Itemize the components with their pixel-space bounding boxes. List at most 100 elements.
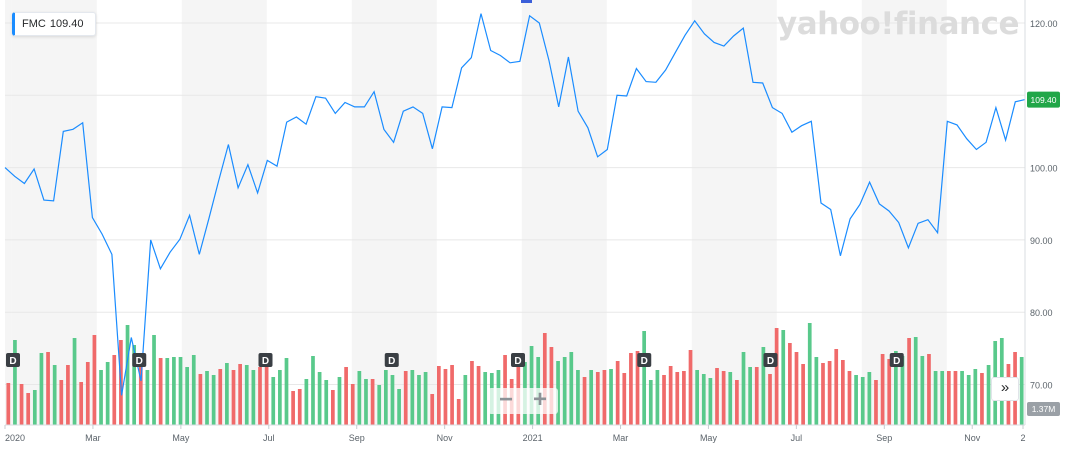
- dividend-marker: [889, 353, 904, 367]
- y-tick-label: 80.00: [1030, 308, 1053, 318]
- volume-bar: [251, 370, 256, 425]
- volume-bar: [754, 367, 759, 425]
- dividend-label: D: [514, 356, 521, 367]
- volume-bar: [986, 365, 991, 425]
- volume-bar: [582, 377, 587, 425]
- x-tick-label: May: [172, 433, 190, 443]
- volume-bar: [364, 379, 368, 425]
- volume-bar: [205, 371, 209, 425]
- expand-range-button[interactable]: »: [991, 377, 1019, 401]
- volume-bar: [708, 378, 713, 425]
- volume-bar: [99, 370, 103, 425]
- volume-bar: [191, 355, 196, 425]
- volume-bar: [26, 393, 31, 425]
- dividend-marker: [637, 353, 652, 367]
- volume-bar: [383, 370, 388, 425]
- volume-bar: [807, 323, 812, 425]
- volume-bar: [721, 371, 726, 425]
- volume-bar: [311, 356, 315, 425]
- volume-bar: [973, 369, 978, 425]
- volume-bar: [576, 370, 580, 425]
- volume-bar: [456, 399, 461, 425]
- last-volume-label: 1.37M: [1032, 404, 1056, 414]
- volume-bar: [741, 352, 746, 425]
- volume-bar: [231, 370, 236, 425]
- dividend-label: D: [262, 356, 269, 367]
- volume-bar: [350, 384, 355, 425]
- volume-bar: [46, 352, 50, 425]
- last-volume-badge: [1027, 402, 1060, 416]
- volume-bar: [410, 370, 415, 425]
- volume-bar: [900, 356, 905, 425]
- volume-bar: [860, 377, 865, 425]
- ticker-symbol: FMC: [22, 18, 46, 30]
- volume-bar: [85, 362, 90, 425]
- volume-bar: [529, 346, 534, 425]
- volume-bar: [668, 366, 673, 425]
- volume-bar: [66, 365, 70, 425]
- dividend-label: D: [136, 356, 143, 367]
- x-tick-label: May: [700, 433, 718, 443]
- volume-bar: [854, 375, 858, 425]
- volume-bar: [52, 365, 57, 425]
- last-price-label: 109.40: [1031, 95, 1057, 105]
- volume-bar: [264, 365, 269, 425]
- volume-bar: [258, 367, 262, 425]
- volume-bar: [331, 390, 335, 425]
- volume-bar: [893, 351, 898, 425]
- volume-bar: [417, 375, 421, 425]
- price-line-group: [4, 13, 1026, 396]
- ticker-badge[interactable]: FMC 109.40: [12, 12, 97, 36]
- month-band: [5, 0, 12, 425]
- volume-bar: [238, 364, 242, 425]
- x-tick-label: 2: [1020, 433, 1025, 443]
- volume-bar: [244, 365, 249, 425]
- volume-bar: [874, 380, 878, 425]
- volume-bar: [145, 370, 150, 425]
- volume-bar: [695, 370, 699, 425]
- volume-bar: [887, 359, 892, 425]
- volume-bar: [794, 352, 799, 425]
- volume-bar: [635, 351, 640, 425]
- volume-bar: [662, 375, 666, 425]
- volume-bar: [569, 352, 574, 425]
- volume-bar: [655, 370, 660, 425]
- volume-bar: [79, 382, 84, 425]
- dividend-label: D: [641, 356, 648, 367]
- volume-bar: [602, 370, 607, 425]
- volume-bar: [940, 371, 945, 425]
- volume-bar: [278, 370, 282, 425]
- volume-bar: [735, 380, 739, 425]
- volume-bar: [390, 375, 395, 425]
- volume-bar: [960, 371, 964, 425]
- zoom-in-button[interactable]: +: [532, 386, 547, 413]
- dividend-marker: [258, 353, 273, 367]
- volume-bar: [867, 372, 872, 425]
- volume-bar: [609, 369, 613, 425]
- volume-bar: [443, 369, 448, 425]
- volume-bar: [72, 338, 77, 425]
- alternating-month-bands: [5, 0, 947, 425]
- volume-bar: [913, 337, 918, 425]
- volume-bar: [19, 384, 24, 425]
- dividend-marker: [763, 353, 778, 367]
- volume-bar: [648, 380, 653, 425]
- volume-bar: [774, 328, 779, 425]
- volume-bar: [59, 380, 64, 425]
- volume-bar: [178, 357, 183, 425]
- x-tick-label: Sep: [876, 433, 892, 443]
- volume-bar: [436, 366, 441, 425]
- y-tick-label: 100.00: [1030, 164, 1058, 174]
- volume-bar: [284, 358, 289, 425]
- volume-bar: [682, 371, 686, 425]
- volume-bar: [953, 371, 958, 425]
- volume-bar: [430, 394, 435, 425]
- zoom-out-button[interactable]: −: [498, 386, 513, 413]
- dividend-label: D: [388, 356, 395, 367]
- dividend-marker: [511, 353, 525, 367]
- volume-bar: [642, 331, 647, 425]
- volume-bar: [615, 361, 620, 425]
- x-tick-label: Mar: [85, 433, 101, 443]
- active-range-marker: [521, 0, 532, 3]
